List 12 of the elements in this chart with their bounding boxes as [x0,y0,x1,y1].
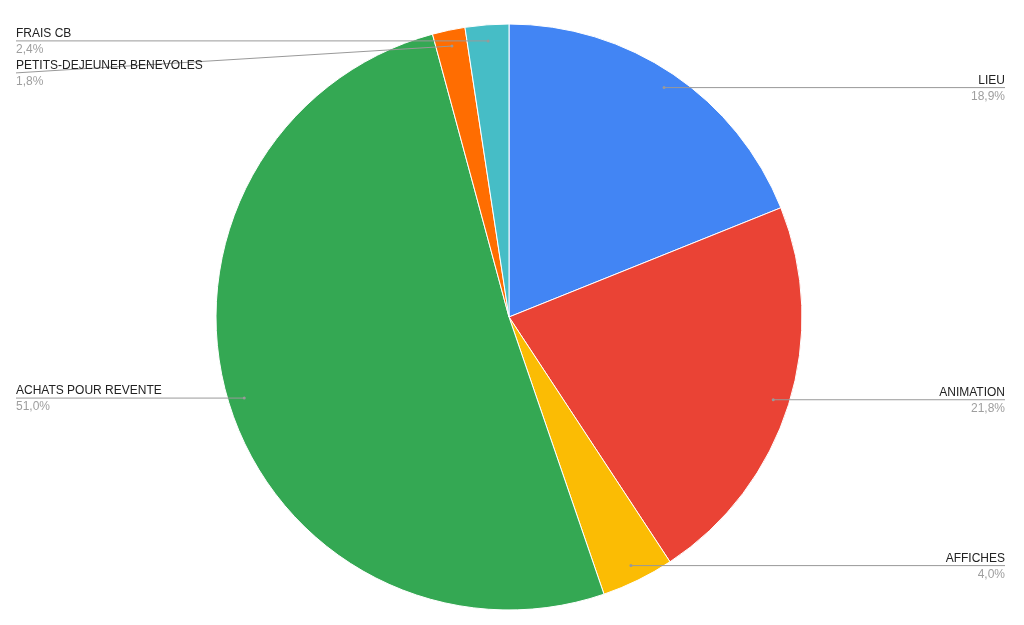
data-label: 51,0% [16,399,51,414]
slice-label: FRAIS CB [16,25,72,40]
data-label: 2,4% [16,41,44,56]
slice-label: ACHATS POUR REVENTE [16,383,162,398]
data-label: 4,0% [977,566,1006,581]
data-label: 21,8% [970,400,1006,415]
slice-label: ANIMATION [939,384,1005,399]
slice-label: PETITS-DEJEUNER BENEVOLES [16,57,203,72]
slice-label: AFFICHES [945,550,1005,565]
data-label: 18,9% [970,88,1006,103]
slice-label: LIEU [978,72,1005,87]
data-label: 1,8% [16,73,44,88]
